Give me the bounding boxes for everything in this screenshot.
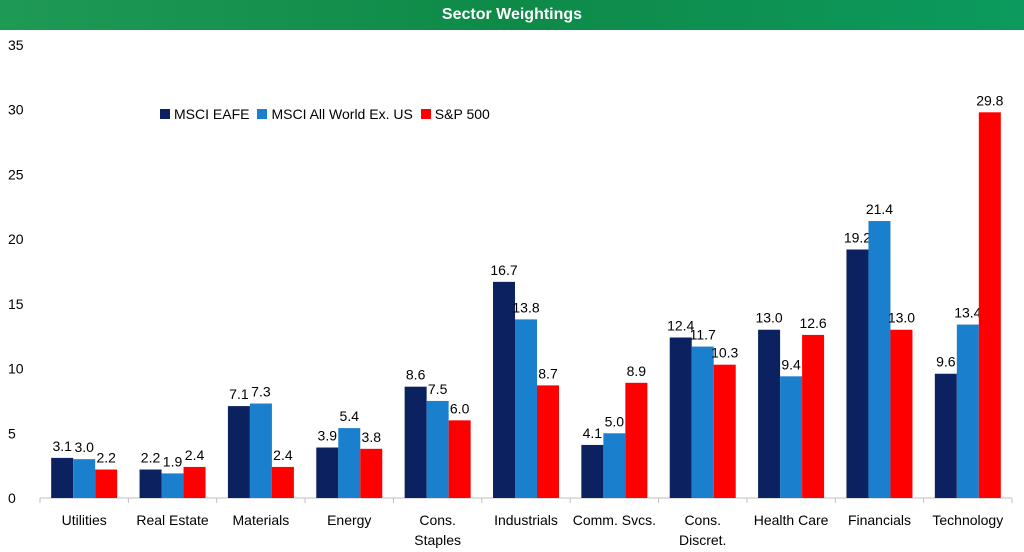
bar — [934, 373, 957, 498]
data-label: 3.9 — [318, 428, 338, 444]
legend-item-msci-eafe: MSCI EAFE — [160, 106, 249, 122]
y-tick-label: 0 — [8, 490, 16, 506]
legend-item-msci-all-world-ex-us: MSCI All World Ex. US — [257, 106, 413, 122]
bar — [404, 386, 427, 498]
bar — [161, 473, 184, 498]
legend-swatch-msci-all-world-ex-us — [257, 109, 268, 119]
data-label: 7.5 — [428, 381, 448, 397]
data-label: 3.1 — [52, 438, 72, 454]
data-label: 2.2 — [141, 450, 161, 466]
data-label: 13.4 — [954, 305, 981, 321]
y-tick-label: 35 — [8, 37, 24, 53]
data-label: 13.0 — [888, 310, 915, 326]
legend-label-sp-500: S&P 500 — [434, 106, 490, 122]
data-label: 9.6 — [936, 354, 956, 370]
data-label: 5.4 — [340, 408, 360, 424]
bar — [51, 457, 74, 498]
bar — [956, 324, 979, 498]
x-category-label: Cons. Staples — [414, 512, 461, 548]
bar — [691, 346, 714, 498]
bar — [537, 385, 559, 498]
bar — [448, 420, 471, 498]
x-category-label: Cons. Discret. — [679, 512, 726, 548]
data-label: 8.7 — [538, 365, 558, 381]
legend-item-sp-500: S&P 500 — [420, 106, 490, 122]
bar — [978, 112, 1001, 498]
data-label: 2.4 — [273, 447, 293, 463]
x-category-label: Utilities — [62, 512, 107, 528]
data-label: 19.2 — [844, 229, 871, 245]
legend-label-msci-eafe: MSCI EAFE — [174, 106, 250, 122]
x-category-label: Industrials — [494, 512, 558, 528]
data-label: 21.4 — [866, 201, 893, 217]
bar — [669, 337, 692, 498]
data-label: 13.8 — [512, 299, 539, 315]
data-label: 3.0 — [74, 439, 94, 455]
bar — [802, 334, 825, 498]
legend-label-msci-all-world-ex-us: MSCI All World Ex. US — [271, 106, 413, 122]
data-label: 6.0 — [450, 400, 470, 416]
bar — [426, 400, 449, 498]
data-label: 10.3 — [711, 345, 738, 361]
data-label: 13.0 — [755, 310, 782, 326]
data-label: 3.8 — [362, 429, 382, 445]
chart-title: Sector Weightings — [0, 0, 1024, 30]
x-category-label: Health Care — [754, 512, 829, 528]
x-category-label: Materials — [233, 512, 290, 528]
y-tick-label: 5 — [8, 425, 16, 441]
chart-legend: MSCI EAFE MSCI All World Ex. US S&P 500 — [160, 106, 498, 122]
y-tick-label: 15 — [8, 296, 24, 312]
bar — [868, 221, 891, 498]
bar — [846, 249, 869, 498]
bar — [249, 403, 272, 498]
bar — [316, 447, 339, 498]
y-tick-label: 20 — [8, 231, 24, 247]
bar — [360, 448, 383, 498]
data-label: 12.4 — [667, 318, 694, 334]
data-label: 7.1 — [229, 386, 249, 402]
bar — [183, 466, 206, 498]
legend-swatch-sp-500 — [420, 109, 431, 119]
data-label: 4.1 — [583, 425, 603, 441]
bar — [581, 444, 604, 498]
bar — [603, 433, 626, 498]
x-category-label: Financials — [848, 512, 911, 528]
data-label: 2.2 — [96, 450, 116, 466]
data-label: 11.7 — [690, 327, 716, 343]
data-label: 29.8 — [976, 92, 1003, 108]
data-label: 16.7 — [490, 262, 517, 278]
bar — [139, 469, 162, 498]
bar — [338, 428, 361, 498]
y-tick-label: 25 — [8, 166, 24, 182]
chart-title-text: Sector Weightings — [441, 6, 583, 23]
legend-swatch-msci-eafe — [160, 109, 170, 119]
data-label: 5.0 — [605, 413, 625, 429]
bar — [890, 329, 913, 498]
bar — [271, 466, 294, 498]
data-label: 1.9 — [163, 453, 183, 469]
bar — [227, 406, 250, 498]
bar — [95, 469, 118, 498]
data-label: 9.4 — [781, 356, 801, 372]
y-tick-label: 30 — [8, 102, 24, 118]
x-category-label: Technology — [932, 512, 1003, 528]
bar — [73, 459, 96, 498]
x-category-label: Energy — [327, 512, 371, 528]
bar — [758, 329, 781, 498]
y-tick-label: 10 — [8, 361, 24, 377]
data-label: 7.3 — [251, 384, 271, 400]
data-label: 8.9 — [627, 363, 647, 379]
x-category-label: Comm. Svcs. — [573, 512, 656, 528]
data-label: 2.4 — [185, 447, 205, 463]
bar — [515, 319, 537, 498]
bar — [493, 281, 515, 498]
data-label: 12.6 — [799, 315, 826, 331]
bar — [780, 376, 803, 498]
data-label: 8.6 — [406, 367, 426, 383]
x-category-label: Real Estate — [136, 512, 209, 528]
bar — [713, 364, 736, 498]
bar — [625, 382, 648, 498]
